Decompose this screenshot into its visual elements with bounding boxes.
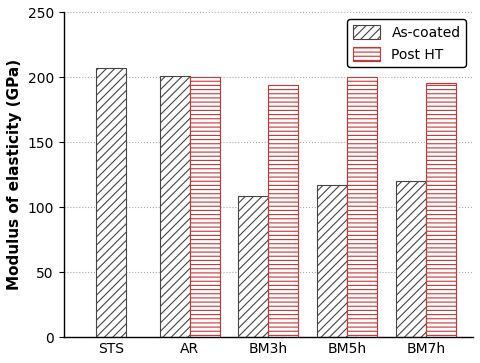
Y-axis label: Modulus of elasticity (GPa): Modulus of elasticity (GPa) xyxy=(7,59,22,290)
Bar xyxy=(396,181,426,337)
Bar xyxy=(96,68,126,337)
Bar xyxy=(317,185,347,337)
Bar xyxy=(239,196,268,337)
Bar xyxy=(426,83,456,337)
Bar xyxy=(347,77,377,337)
Bar xyxy=(160,76,190,337)
Legend: As-coated, Post HT: As-coated, Post HT xyxy=(347,19,466,67)
Bar xyxy=(190,77,219,337)
Bar xyxy=(268,85,298,337)
